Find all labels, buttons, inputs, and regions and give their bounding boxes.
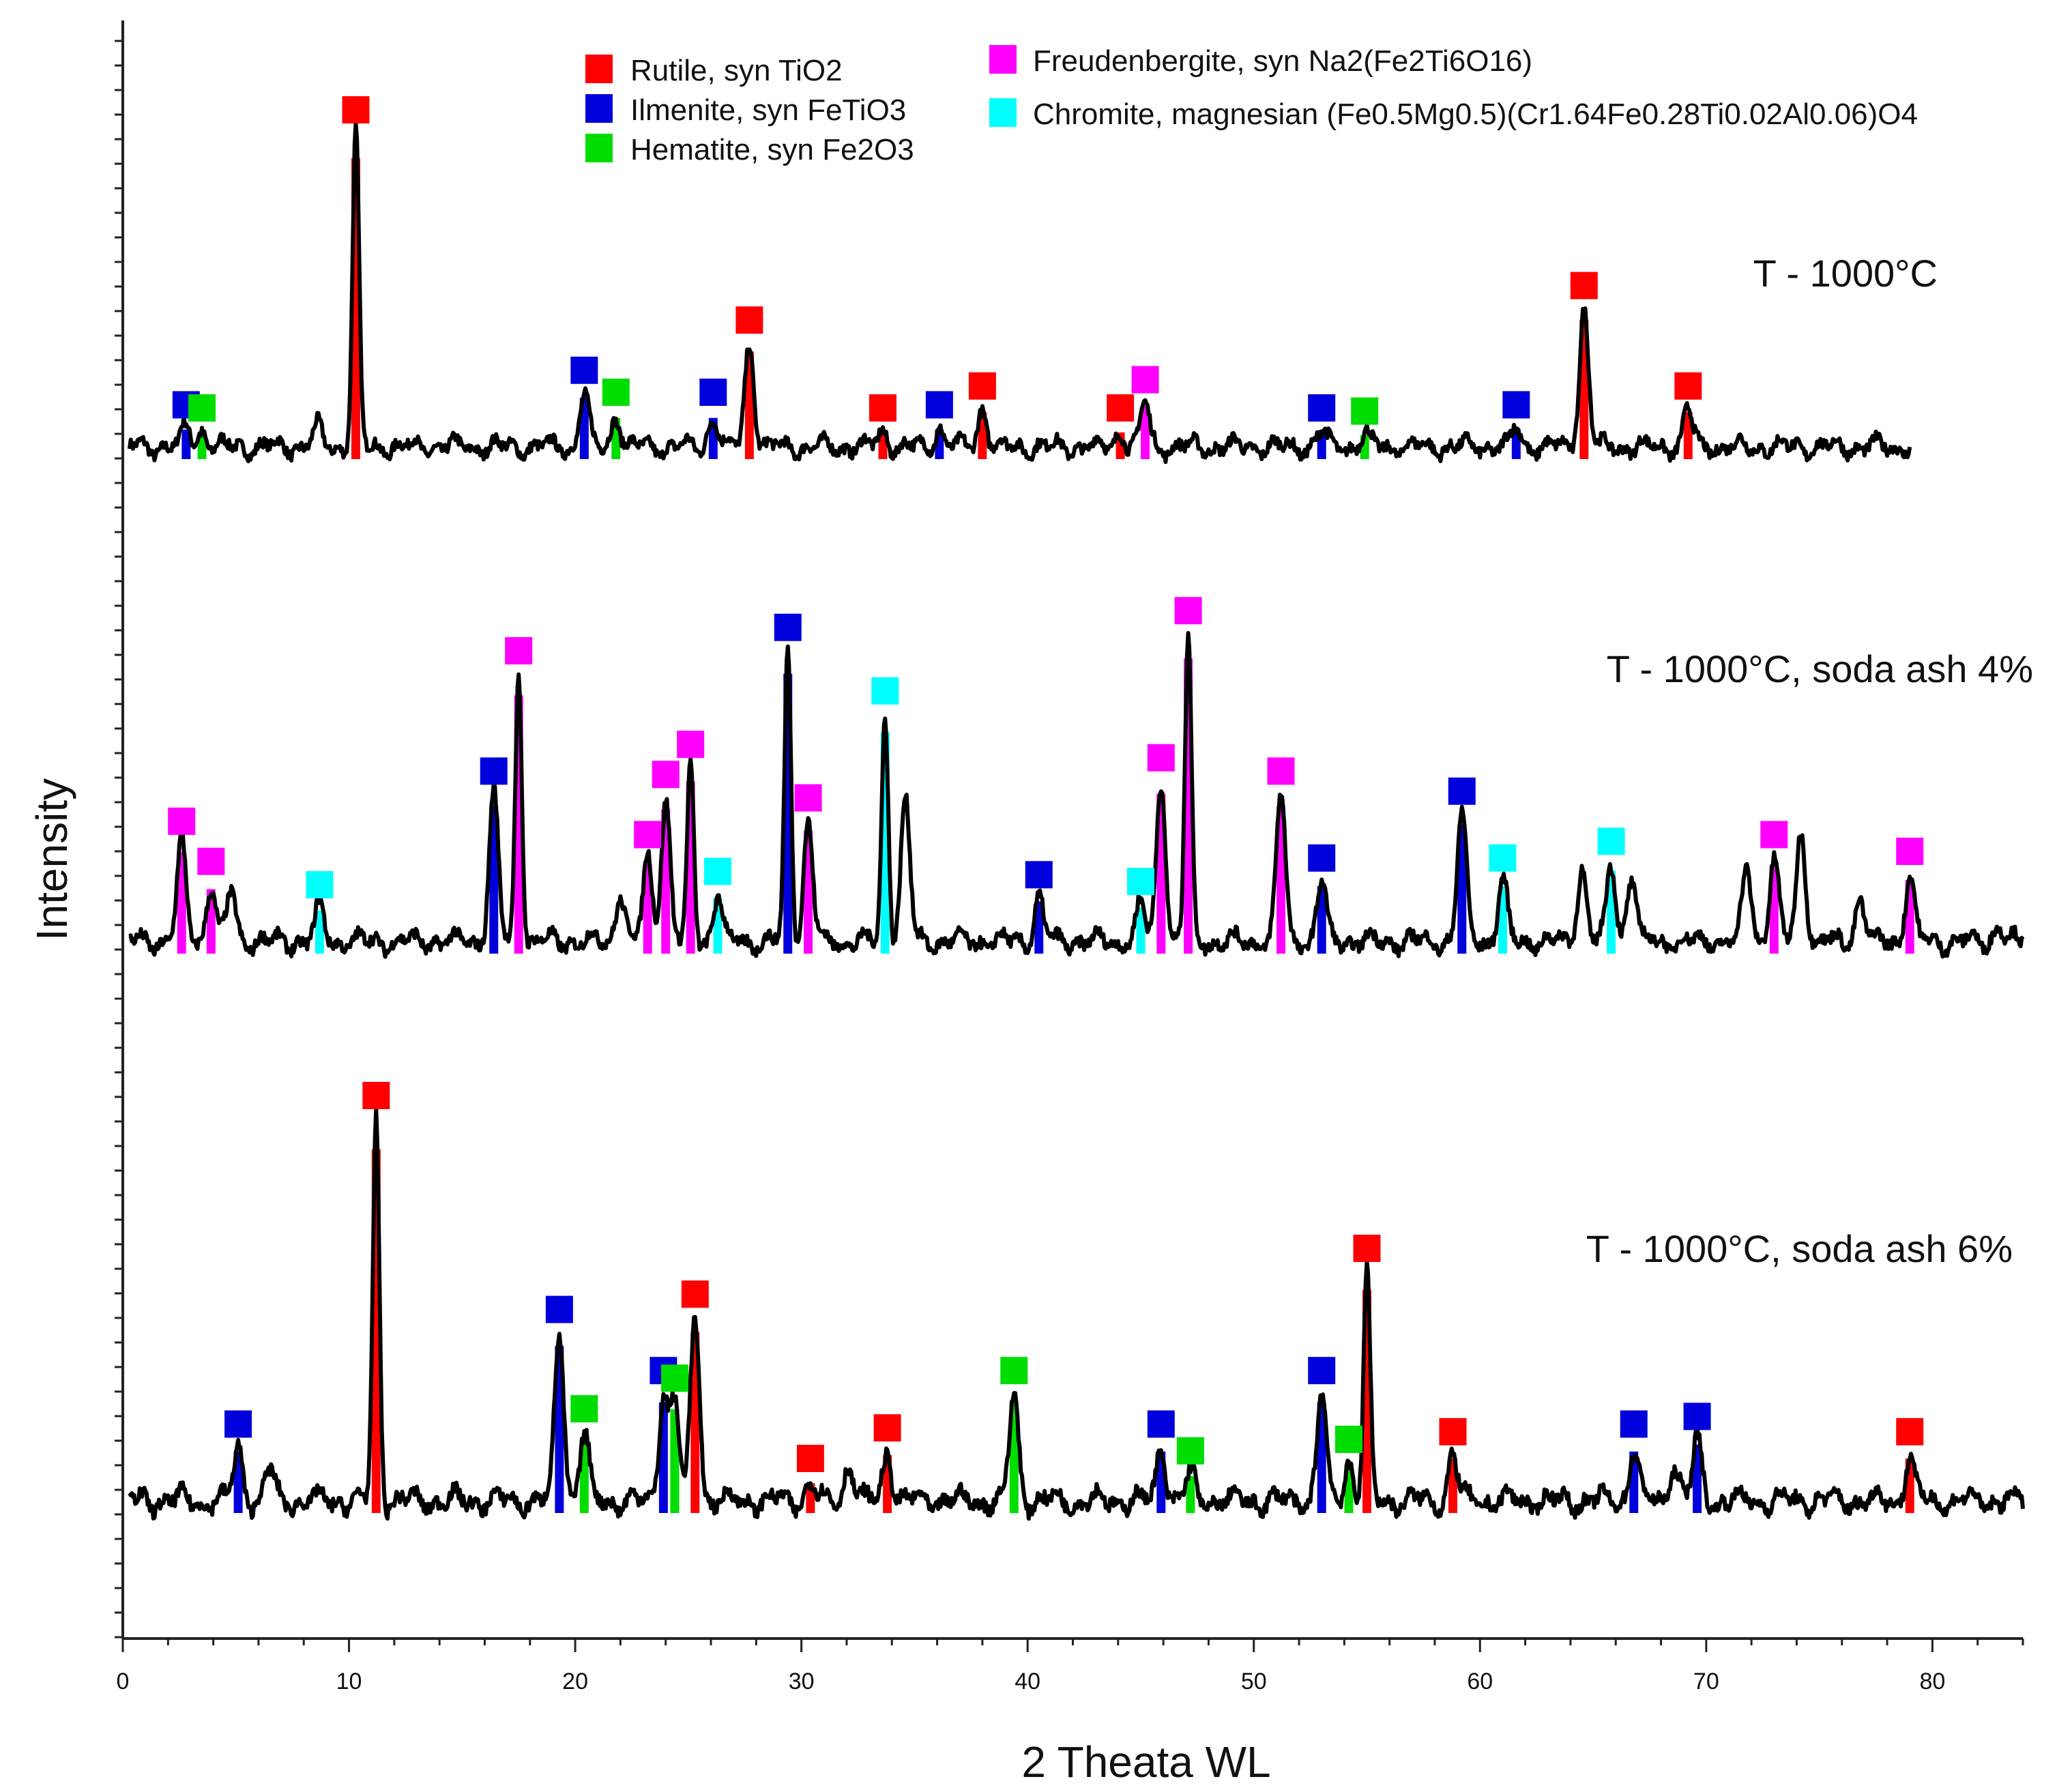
panel-2 — [128, 597, 2025, 959]
phase-markers — [168, 597, 1924, 898]
panel-label-3: T - 1000°C, soda ash 6% — [1586, 1227, 2013, 1270]
y-axis-minor-ticks — [115, 40, 123, 1639]
marker-hematite — [1351, 397, 1379, 425]
panel-3 — [128, 1082, 2025, 1521]
y-axis-title: Intensity — [27, 778, 76, 941]
marker-hematite — [570, 1395, 598, 1423]
marker-ilmenite — [1308, 1357, 1336, 1385]
marker-ilmenite — [1308, 844, 1336, 872]
marker-ilmenite — [480, 757, 508, 785]
panel-label-1: T - 1000°C — [1753, 252, 1938, 295]
marker-rutile — [1439, 1418, 1467, 1445]
marker-ilmenite — [545, 1295, 573, 1323]
x-tick-label: 0 — [117, 1669, 130, 1694]
marker-rutile — [1674, 372, 1702, 400]
marker-ilmenite — [1448, 777, 1476, 805]
marker-ilmenite — [1025, 861, 1053, 889]
marker-freudenbergite — [1131, 366, 1159, 394]
marker-chromite — [871, 677, 899, 705]
legend-label-hematite: Hematite, syn Fe2O3 — [630, 133, 914, 166]
legend-swatch-hematite — [585, 134, 613, 162]
marker-hematite — [660, 1364, 688, 1392]
marker-freudenbergite — [794, 784, 822, 812]
marker-freudenbergite — [168, 807, 196, 835]
legend: Rutile, syn TiO2 Ilmenite, syn FeTiO3 He… — [585, 44, 1918, 166]
diffraction-trace — [128, 1106, 2025, 1521]
panel-label-2: T - 1000°C, soda ash 4% — [1607, 647, 2033, 690]
marker-ilmenite — [1308, 394, 1336, 422]
reference-sticks — [181, 158, 1693, 459]
diffraction-trace — [128, 631, 2025, 959]
marker-rutile — [735, 306, 763, 334]
axes: 0 10 20 30 40 50 60 70 80 — [115, 20, 2024, 1694]
x-axis-ticks: 0 10 20 30 40 50 60 70 80 — [117, 1639, 2024, 1694]
diffraction-panels — [127, 96, 2025, 1521]
marker-chromite — [306, 871, 334, 898]
marker-rutile — [362, 1082, 390, 1109]
marker-rutile — [873, 1414, 901, 1442]
reference-sticks — [233, 1149, 1914, 1513]
marker-ilmenite — [925, 391, 953, 419]
phase-markers — [224, 1082, 1924, 1472]
x-tick-label: 70 — [1693, 1669, 1719, 1694]
marker-rutile — [1896, 1418, 1924, 1445]
legend-label-chromite: Chromite, magnesian (Fe0.5Mg0.5)(Cr1.64F… — [1033, 98, 1918, 131]
legend-swatch-freudenbergite — [989, 45, 1017, 74]
legend-label-freudenbergite: Freudenbergite, syn Na2(Fe2Ti6O16) — [1033, 44, 1532, 78]
x-tick-label: 10 — [336, 1669, 362, 1694]
marker-hematite — [1176, 1437, 1204, 1465]
diffraction-trace — [127, 121, 1912, 465]
marker-ilmenite — [699, 379, 727, 406]
x-tick-label: 40 — [1015, 1669, 1040, 1694]
legend-swatch-ilmenite — [585, 94, 613, 123]
marker-rutile — [681, 1280, 709, 1308]
marker-freudenbergite — [505, 637, 533, 664]
marker-freudenbergite — [1147, 744, 1175, 772]
x-tick-label: 60 — [1467, 1669, 1493, 1694]
phase-markers — [172, 96, 1702, 425]
marker-rutile — [869, 394, 896, 422]
marker-ilmenite — [1683, 1402, 1711, 1430]
marker-ilmenite — [1620, 1410, 1648, 1438]
marker-rutile — [1570, 271, 1598, 299]
legend-swatch-rutile — [585, 55, 613, 83]
marker-freudenbergite — [677, 731, 705, 759]
legend-label-rutile: Rutile, syn TiO2 — [630, 54, 843, 87]
marker-freudenbergite — [1174, 597, 1202, 625]
marker-rutile — [342, 96, 370, 123]
marker-freudenbergite — [197, 847, 225, 875]
marker-freudenbergite — [1760, 821, 1788, 849]
marker-rutile — [796, 1445, 824, 1472]
x-axis-title: 2 Theata WL — [1021, 1737, 1270, 1787]
marker-freudenbergite — [652, 761, 680, 789]
marker-hematite — [188, 394, 216, 422]
marker-freudenbergite — [1896, 838, 1924, 865]
marker-freudenbergite — [1267, 757, 1295, 785]
legend-swatch-chromite — [989, 98, 1017, 127]
marker-chromite — [1597, 827, 1625, 855]
x-tick-label: 20 — [562, 1669, 588, 1694]
marker-hematite — [602, 379, 630, 406]
marker-rutile — [1107, 394, 1135, 422]
marker-rutile — [968, 372, 996, 400]
marker-ilmenite — [1502, 391, 1530, 419]
panel-1 — [127, 96, 1912, 465]
marker-hematite — [1334, 1426, 1362, 1453]
marker-ilmenite — [1147, 1410, 1175, 1438]
marker-ilmenite — [774, 613, 802, 641]
marker-chromite — [1126, 868, 1154, 896]
marker-ilmenite — [224, 1410, 252, 1438]
legend-label-ilmenite: Ilmenite, syn FeTiO3 — [630, 93, 906, 127]
x-tick-label: 50 — [1241, 1669, 1267, 1694]
x-tick-label: 80 — [1919, 1669, 1945, 1694]
x-tick-label: 30 — [789, 1669, 815, 1694]
marker-chromite — [1489, 844, 1517, 872]
marker-freudenbergite — [634, 821, 662, 849]
marker-rutile — [1353, 1235, 1381, 1262]
marker-ilmenite — [570, 356, 598, 384]
marker-chromite — [703, 857, 731, 885]
reference-sticks — [177, 658, 1914, 954]
marker-hematite — [1000, 1357, 1028, 1385]
